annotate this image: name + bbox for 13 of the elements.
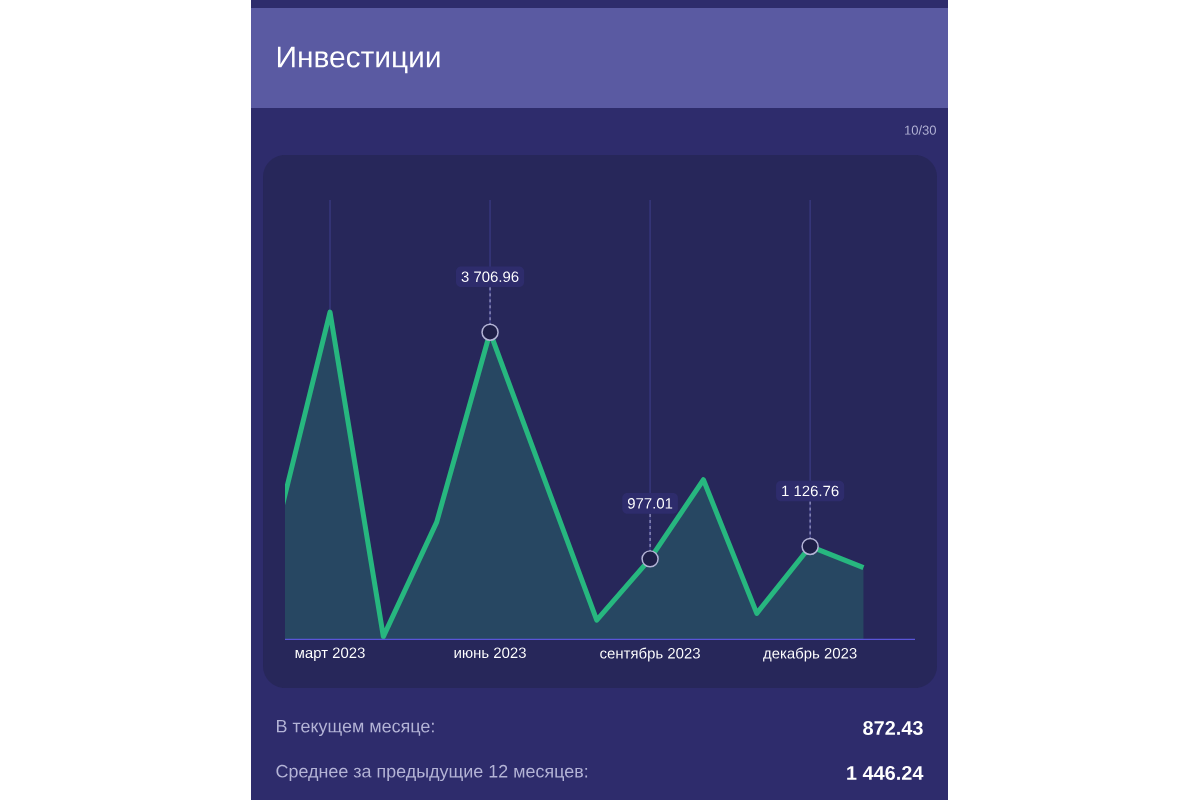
text: В текущем месяце: <box>277 719 434 737</box>
x-tick-label: сентябрь 2023 <box>600 647 700 662</box>
data-label: 3 706.96 <box>461 271 519 283</box>
x-tick-label: июнь 2023 <box>454 647 526 659</box>
text: 10/30 <box>905 125 936 135</box>
data-label: 977.01 <box>627 498 673 509</box>
text: 1 446.24 <box>847 765 924 781</box>
x-tick-label: март 2023 <box>295 647 365 662</box>
text: 872.43 <box>863 720 923 736</box>
x-tick-label: декабрь 2023 <box>763 647 857 662</box>
chart-title: Инвестиции <box>277 46 440 74</box>
text: Среднее за предыдущие 12 месяцев: <box>276 764 588 782</box>
data-label: 1 126.76 <box>782 485 839 497</box>
